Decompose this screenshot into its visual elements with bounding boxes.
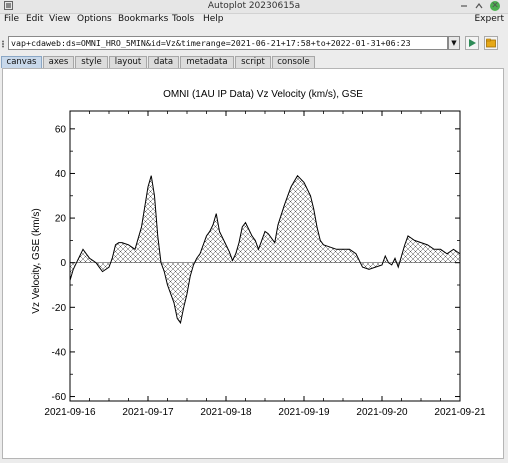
app-icon [3,1,13,11]
minimize-icon[interactable] [459,1,469,11]
tab-canvas[interactable]: canvas [1,56,42,68]
tab-data[interactable]: data [148,56,179,68]
menu-options[interactable]: Options [77,14,112,24]
menu-help[interactable]: Help [203,14,224,24]
y-tick-label: 60 [55,124,67,135]
x-tick-label: 2021-09-20 [356,407,408,418]
chevron-down-icon[interactable]: ▼ [448,36,460,50]
window-title: Autoplot 20230615a [207,1,301,11]
menu-view[interactable]: View [49,14,71,24]
drag-handle-icon[interactable] [1,40,5,48]
play-icon [469,39,476,47]
x-tick-label: 2021-09-16 [44,407,96,418]
y-tick-label: -20 [52,303,67,314]
menu-bookmarks[interactable]: Bookmarks [118,14,169,24]
chart-title: OMNI (1AU IP Data) Vz Velocity (km/s), G… [163,89,363,100]
folder-icon [486,38,496,48]
tab-axes[interactable]: axes [43,56,74,68]
series-line [69,174,461,325]
menu-edit[interactable]: Edit [26,14,44,24]
tab-style[interactable]: style [75,56,108,68]
menu-file[interactable]: File [4,14,20,24]
y-tick-label: 0 [60,258,66,269]
expert-menu[interactable]: Expert [474,14,505,24]
y-tick-label: -40 [52,347,67,358]
data-set-selector-input[interactable]: vap+cdaweb:ds=OMNI_HRO_5MIN&id=Vz&timera… [8,36,448,50]
y-tick-label: -60 [52,392,67,403]
bookmark-button[interactable] [484,36,498,50]
tab-script[interactable]: script [235,56,271,68]
x-tick-label: 2021-09-19 [278,407,330,418]
plot-go-button[interactable] [465,36,479,50]
maximize-icon[interactable] [474,1,484,11]
tab-metadata[interactable]: metadata [180,56,234,68]
y-axis-label: Vz Velocity, GSE (km/s) [31,208,42,313]
vz-velocity-chart[interactable]: OMNI (1AU IP Data) Vz Velocity (km/s), G… [3,69,503,458]
title-bar: Autoplot 20230615a ✕ [0,0,508,14]
x-tick-label: 2021-09-18 [200,407,252,418]
tab-console[interactable]: console [272,56,315,68]
x-tick-label: 2021-09-17 [122,407,174,418]
plot-canvas[interactable]: OMNI (1AU IP Data) Vz Velocity (km/s), G… [2,68,504,459]
series-fill [70,175,460,323]
menu-bar: File Edit View Options Bookmarks Tools H… [0,13,508,27]
tab-strip: canvas axes style layout data metadata s… [0,56,508,68]
close-icon[interactable]: ✕ [490,1,500,11]
x-tick-label: 2021-09-21 [434,407,486,418]
menu-tools[interactable]: Tools [172,14,195,24]
y-tick-label: 40 [55,169,67,180]
y-tick-label: 20 [55,214,67,225]
tab-layout[interactable]: layout [109,56,147,68]
